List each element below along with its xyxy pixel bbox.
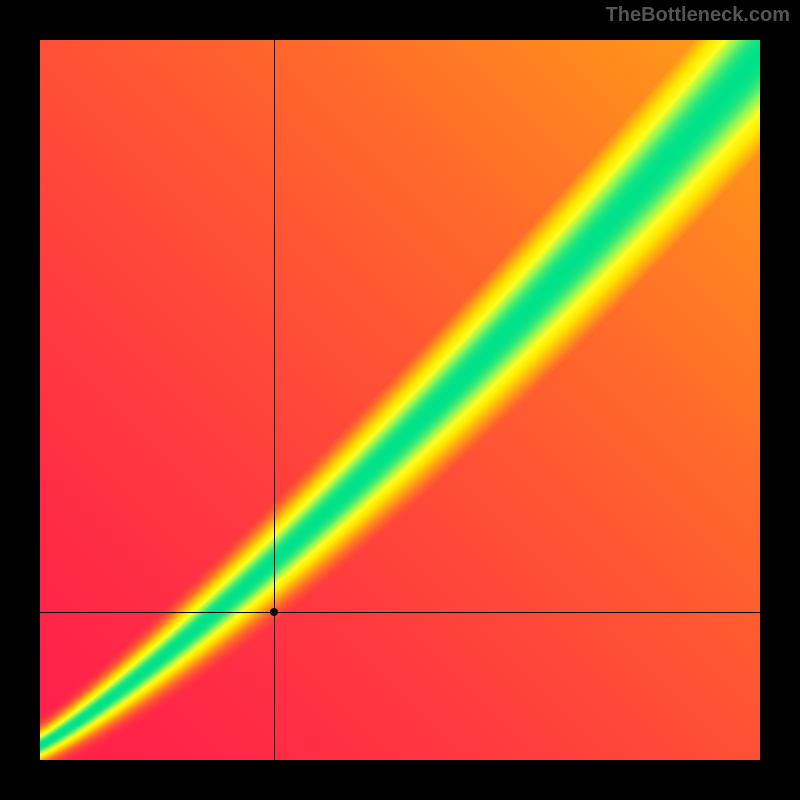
chart-container: TheBottleneck.com bbox=[0, 0, 800, 800]
watermark-text: TheBottleneck.com bbox=[606, 4, 790, 27]
crosshair-marker bbox=[270, 608, 278, 616]
plot-area bbox=[40, 40, 760, 760]
crosshair-horizontal bbox=[40, 612, 760, 613]
heatmap-canvas bbox=[40, 40, 760, 760]
crosshair-vertical bbox=[274, 40, 275, 760]
